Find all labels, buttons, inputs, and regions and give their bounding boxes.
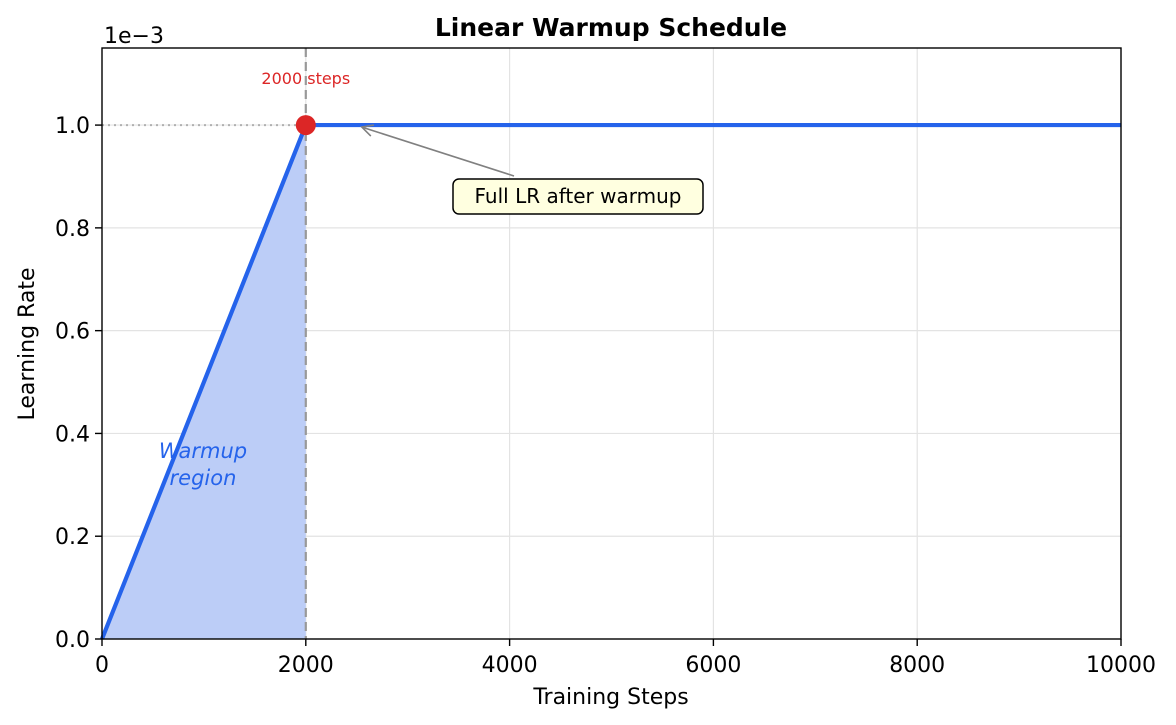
x-tick-label: 0	[95, 653, 109, 678]
y-axis-ticks: 0.0 0.2 0.4 0.6 0.8 1.0	[55, 114, 102, 653]
x-axis-ticks: 0 2000 4000 6000 8000 10000	[95, 639, 1156, 678]
y-scale-label: 1e−3	[104, 24, 164, 49]
callout-arrowhead	[360, 124, 374, 137]
steps-label: 2000 steps	[261, 69, 350, 88]
x-tick-label: 2000	[278, 653, 334, 678]
warmup-end-marker	[295, 115, 316, 136]
y-tick-label: 0.2	[55, 525, 90, 550]
x-tick-label: 10000	[1086, 653, 1156, 678]
warmup-region-label-line2: region	[170, 466, 237, 490]
plot-frame	[101, 47, 1122, 640]
reference-lines	[102, 48, 1121, 639]
x-axis-label: Training Steps	[532, 685, 688, 710]
callout-arrow-line	[361, 126, 515, 177]
y-tick-label: 0.6	[55, 320, 90, 345]
y-tick-label: 0.4	[55, 422, 90, 447]
callout-box	[452, 178, 704, 215]
chart-title: Linear Warmup Schedule	[435, 13, 787, 42]
series-layer	[100, 115, 1121, 640]
y-tick-label: 0.0	[55, 628, 90, 653]
annotation-layer: 2000 steps Warmup region Full LR after warm…	[159, 69, 704, 490]
x-tick-label: 6000	[685, 653, 741, 678]
y-tick-label: 0.8	[55, 217, 90, 242]
warmup-region-label-line1: Warmup	[159, 439, 247, 463]
y-axis-label: Learning Rate	[15, 268, 40, 421]
y-tick-label: 1.0	[55, 114, 90, 139]
x-tick-label: 8000	[889, 653, 945, 678]
callout-text: Full LR after warmup	[475, 184, 682, 208]
x-tick-label: 4000	[482, 653, 538, 678]
